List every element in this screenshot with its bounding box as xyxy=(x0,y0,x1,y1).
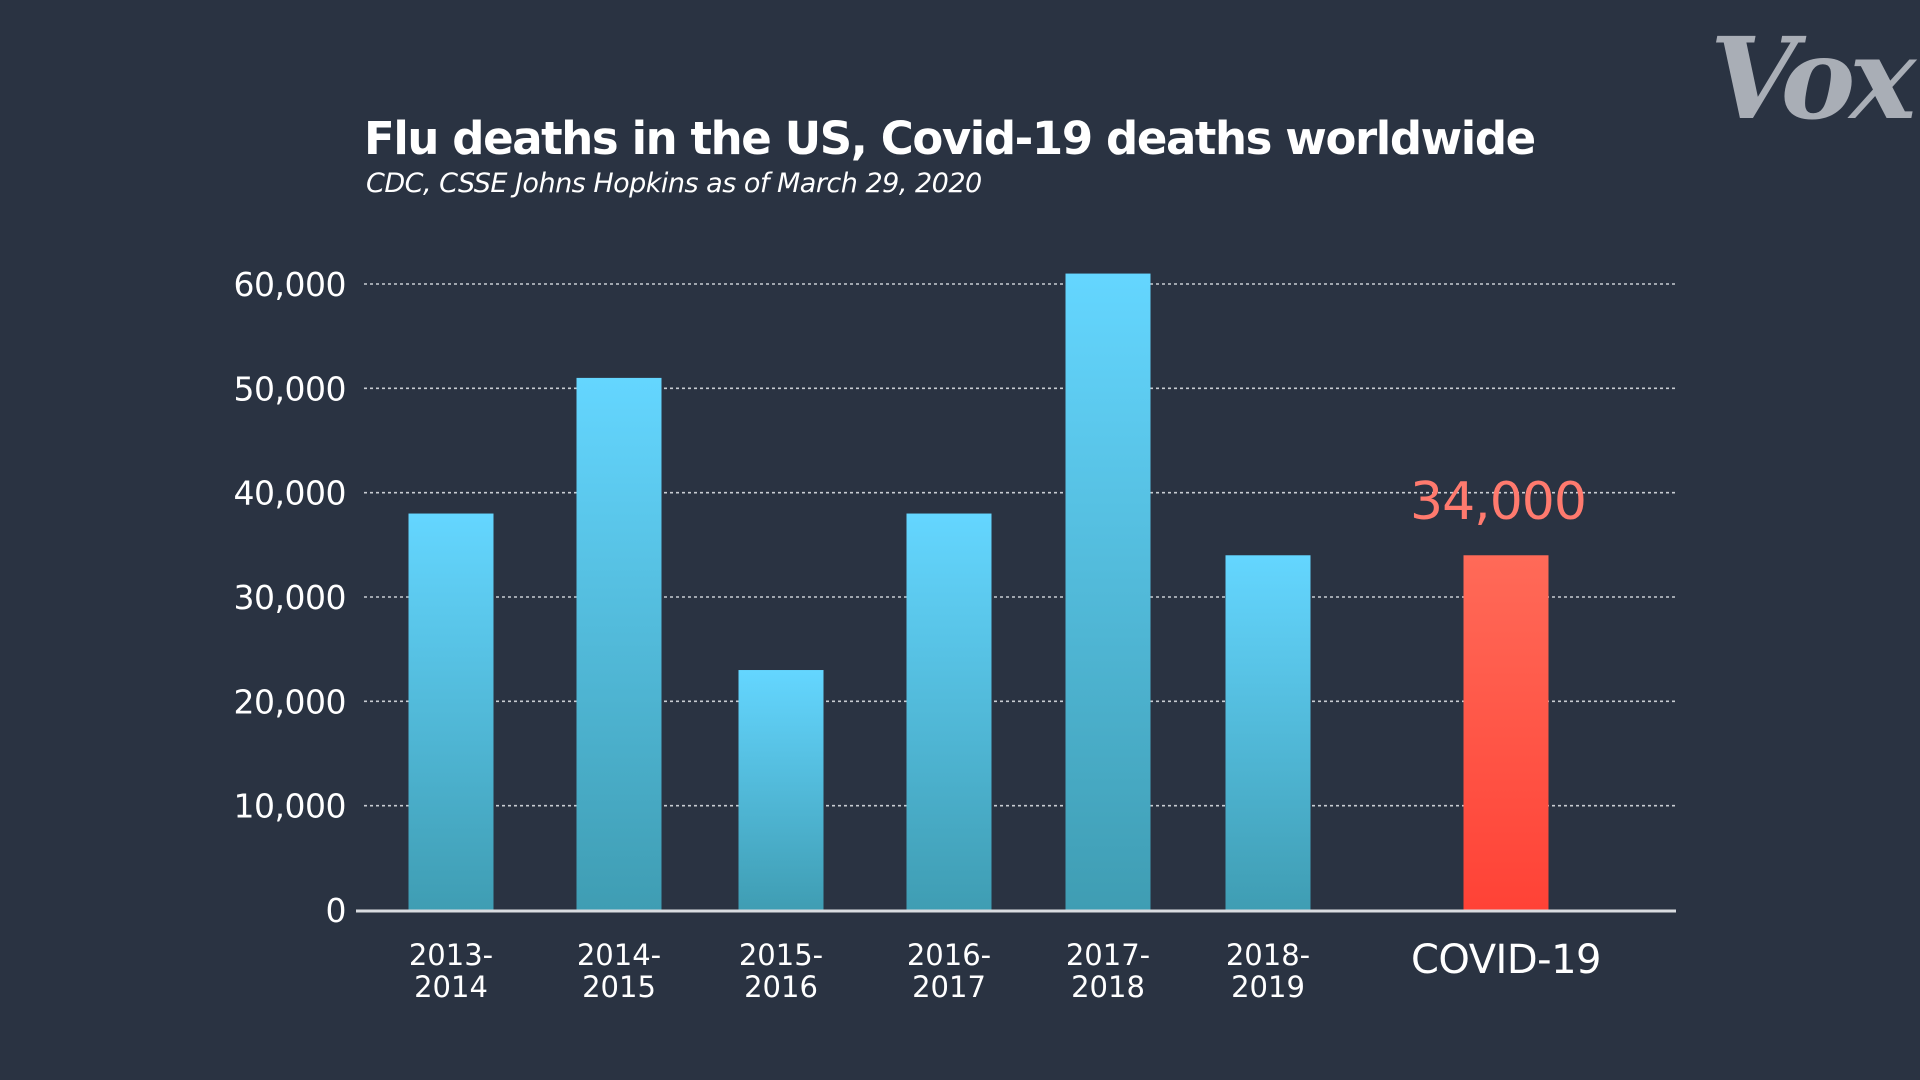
y-tick-label: 0 xyxy=(326,891,347,930)
x-axis-category-labels: 2013-2014 2014-2015 2015-2016 2016-2017 2017… xyxy=(409,937,1602,1004)
x-category-label: 2017 xyxy=(912,970,986,1004)
x-category-label: 2015 xyxy=(582,970,656,1004)
x-category-label: 2015- xyxy=(739,938,823,972)
bar-covid-19 xyxy=(1463,555,1549,910)
bar-flu-season xyxy=(1065,273,1151,911)
vox-logo: Vox xyxy=(1710,14,1916,145)
x-category-label: 2017- xyxy=(1066,938,1150,972)
y-tick-label: 20,000 xyxy=(234,682,346,721)
bars xyxy=(408,273,1549,911)
chart-title: Flu deaths in the US, Covid-19 deaths wo… xyxy=(364,112,1536,165)
chart-subtitle: CDC, CSSE Johns Hopkins as of March 29, … xyxy=(366,168,982,199)
x-category-label: 2018 xyxy=(1071,970,1145,1004)
data-labels: 34,000 xyxy=(1410,472,1587,532)
y-tick-label: 10,000 xyxy=(234,787,346,826)
x-category-label: 2013- xyxy=(409,938,493,972)
bar-flu-season xyxy=(906,513,992,910)
x-category-label: 2014 xyxy=(414,970,488,1004)
y-tick-label: 60,000 xyxy=(234,265,346,304)
y-tick-label: 50,000 xyxy=(234,369,346,408)
x-category-label: COVID-19 xyxy=(1411,937,1601,983)
x-category-label: 2014- xyxy=(577,938,661,972)
bar-flu-season xyxy=(1225,555,1311,910)
bar-flu-season xyxy=(408,513,494,910)
y-tick-label: 40,000 xyxy=(234,474,346,513)
x-category-label: 2016 xyxy=(744,970,818,1004)
bar-flu-season xyxy=(576,377,662,910)
bar-flu-season xyxy=(738,670,824,910)
x-category-label: 2018- xyxy=(1226,938,1310,972)
y-axis-tick-labels: 0 10,000 20,000 30,000 40,000 50,000 60,000 xyxy=(234,265,347,930)
x-category-label: 2019 xyxy=(1231,970,1305,1004)
x-category-label: 2016- xyxy=(907,938,991,972)
y-tick-label: 30,000 xyxy=(234,578,346,617)
covid-value-label: 34,000 xyxy=(1410,472,1586,532)
